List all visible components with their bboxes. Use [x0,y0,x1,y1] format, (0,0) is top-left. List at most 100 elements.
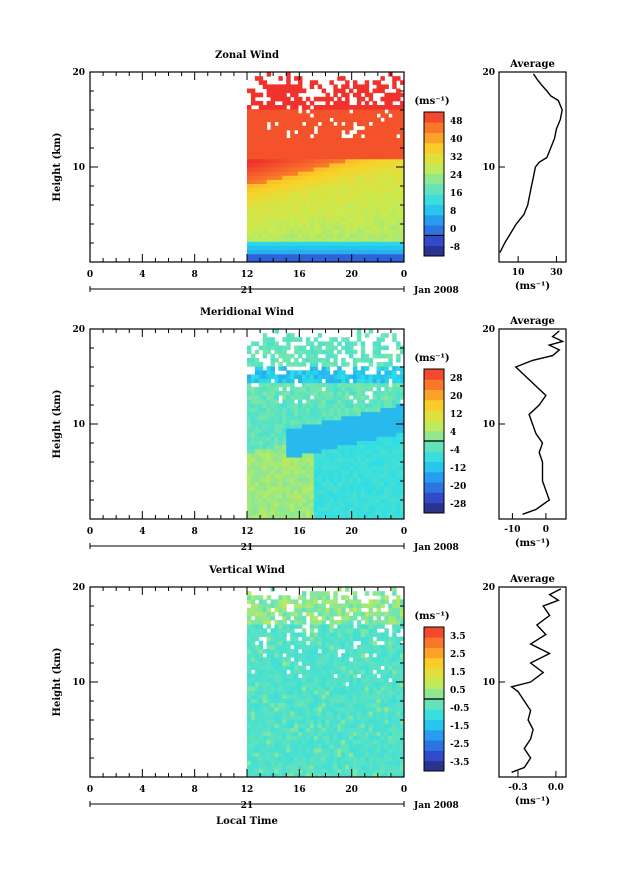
heatmap-cell [301,249,307,255]
heatmap-cell [301,461,307,466]
heatmap-cell [400,129,405,135]
heatmap-cell [349,760,354,766]
heatmap-cell [250,353,256,359]
heatmap-cell [325,444,330,450]
heatmap-cell [333,636,338,642]
heatmap-cell [286,216,291,222]
heatmap-cell [341,109,346,114]
heatmap-cell [247,764,252,770]
heatmap-cell [333,473,338,479]
heatmap-cell [258,382,264,388]
heatmap-cell [380,677,385,683]
heatmap-cell [290,370,295,375]
heatmap-cell [258,452,264,458]
heatmap-cell [250,109,256,114]
heatmap-cell [262,603,268,609]
heatmap-cell [266,241,272,246]
heatmap-cell [258,92,264,98]
heatmap-cell [250,179,256,185]
profile-y-tick-label: 20 [482,325,495,335]
heatmap-cell [368,403,374,408]
heatmap-cell [341,88,346,94]
heatmap-cell [329,735,334,741]
heatmap-cell [266,506,272,512]
heatmap-cell [400,390,405,396]
heatmap-cell [290,208,295,213]
heatmap-cell [368,154,374,160]
heatmap-cell [282,669,287,675]
heatmap-cell [337,216,342,222]
heatmap-cell [298,113,303,118]
heatmap-cell [313,195,319,201]
heatmap-cell [305,378,311,384]
heatmap-cell [380,432,385,437]
heatmap-cell [317,125,323,131]
heatmap-cell [384,253,389,259]
heatmap-cell [286,686,291,691]
heatmap-cell [301,514,307,520]
heatmap-cell [352,154,358,160]
heatmap-cell [282,415,287,421]
heatmap-cell [250,498,256,503]
heatmap-cell [317,752,323,757]
heatmap-cell [337,727,342,733]
colorbar-bin [424,389,444,401]
heatmap-cell [254,370,260,375]
heatmap-cell [349,208,354,213]
heatmap-cell [341,702,346,708]
heatmap-cell [380,698,385,704]
heatmap-cell [282,661,287,666]
heatmap-cell [325,669,330,675]
heatmap-cell [376,415,381,421]
heatmap-cell [266,200,272,205]
heatmap-cell [345,690,350,695]
heatmap-cell [294,748,299,753]
heatmap-cell [305,228,311,234]
heatmap-cell [352,366,358,371]
heatmap-cell [250,241,256,246]
heatmap-cell [290,399,295,404]
heatmap-cell [352,599,358,605]
heatmap-cell [356,719,362,724]
heatmap-cell [349,440,354,446]
heatmap-cell [282,477,287,483]
heatmap-cell [313,461,319,466]
heatmap-cell [380,502,385,508]
heatmap-cell [298,257,303,263]
heatmap-cell [313,448,319,454]
heatmap-cell [384,477,389,483]
heatmap-cell [360,440,366,446]
heatmap-cell [266,669,272,675]
heatmap-cell [384,677,389,683]
heatmap-cell [313,731,319,737]
heatmap-cell [325,485,330,491]
heatmap-cell [368,329,374,334]
heatmap-cell [278,624,283,629]
heatmap-cell [254,224,260,230]
heatmap-cell [290,390,295,396]
heatmap-cell [329,411,334,417]
heatmap-cell [345,764,350,770]
heatmap-cell [345,498,350,503]
heatmap-cell [345,481,350,487]
heatmap-cell [325,158,330,164]
heatmap-cell [372,748,378,753]
heatmap-cell [392,403,397,408]
heatmap-cell [372,432,378,437]
heatmap-cell [313,146,319,151]
heatmap-cell [262,158,268,164]
heatmap-cell [376,411,381,417]
heatmap-cell [372,407,378,413]
heatmap-cell [286,245,291,251]
heatmap-cell [396,76,401,81]
heatmap-cell [250,245,256,251]
heatmap-cell [356,632,362,638]
heatmap-cell [317,162,323,168]
heatmap-cell [364,702,370,708]
heatmap-cell [384,125,389,131]
heatmap-cell [266,117,272,123]
heatmap-cell [349,506,354,512]
heatmap-cell [282,469,287,475]
heatmap-cell [325,632,330,638]
heatmap-cell [290,494,295,499]
